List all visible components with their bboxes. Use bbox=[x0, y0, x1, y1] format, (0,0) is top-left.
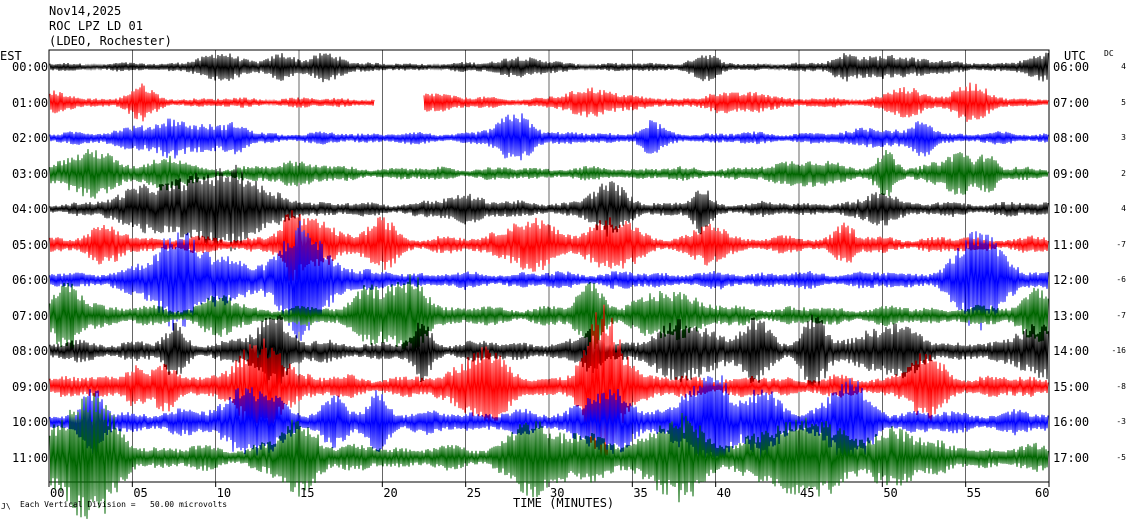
row-label-utc: 08:00 bbox=[1053, 131, 1090, 145]
right-zone-label: UTC bbox=[1064, 49, 1086, 63]
row-dc-value: 4 bbox=[1121, 204, 1126, 213]
row-label-est: 00:00 bbox=[12, 60, 49, 74]
station-label: ROC LPZ LD 01 bbox=[49, 19, 143, 33]
row-label-utc: 15:00 bbox=[1053, 379, 1090, 394]
x-tick-label: 40 bbox=[717, 486, 731, 500]
x-axis-label: TIME (MINUTES) bbox=[513, 496, 615, 510]
trace-04:00 bbox=[49, 164, 1049, 252]
row-label-est: 05:00 bbox=[12, 237, 49, 252]
trace-08:00 bbox=[49, 314, 1049, 389]
row-label-utc: 17:00 bbox=[1053, 450, 1090, 465]
x-tick-label: 15 bbox=[300, 486, 314, 500]
x-tick-label: 25 bbox=[467, 486, 481, 500]
x-tick-label: 55 bbox=[967, 486, 981, 500]
row-dc-value: -7 bbox=[1116, 239, 1126, 249]
row-label-utc: 09:00 bbox=[1053, 166, 1090, 181]
scale-note: Each Vertical Division = 50.00 microvolt… bbox=[20, 500, 228, 509]
row-label-est: 07:00 bbox=[12, 308, 49, 323]
x-tick-label: 05 bbox=[133, 486, 147, 500]
x-tick-label: 10 bbox=[217, 486, 231, 500]
row-label-utc: 14:00 bbox=[1053, 344, 1090, 358]
date-label: Nov14,2025 bbox=[49, 4, 122, 18]
row-label-est: 08:00 bbox=[12, 344, 49, 358]
trace-11:00 bbox=[49, 393, 1049, 519]
x-tick-label: 45 bbox=[800, 486, 814, 500]
trace-09:00 bbox=[49, 304, 1049, 464]
trace-00:00 bbox=[49, 52, 1049, 83]
trace-02:00 bbox=[49, 113, 1049, 161]
x-tick-label: 50 bbox=[883, 486, 897, 500]
row-dc-value: -5 bbox=[1116, 452, 1126, 462]
row-label-est: 06:00 bbox=[12, 273, 49, 287]
row-dc-value: -8 bbox=[1116, 381, 1126, 391]
trace-10:00 bbox=[49, 375, 1049, 467]
trace-06:00 bbox=[49, 220, 1049, 341]
row-dc-value: 5 bbox=[1121, 97, 1126, 107]
left-zone-label: EST bbox=[0, 49, 22, 63]
row-label-utc: 13:00 bbox=[1053, 308, 1090, 323]
row-label-utc: 06:00 bbox=[1053, 60, 1090, 74]
row-label-utc: 12:00 bbox=[1053, 273, 1090, 287]
x-tick-label: 30 bbox=[550, 486, 564, 500]
row-label-utc: 10:00 bbox=[1053, 202, 1090, 216]
row-dc-value: -6 bbox=[1116, 275, 1126, 284]
row-dc-value: 3 bbox=[1121, 133, 1126, 142]
row-label-est: 01:00 bbox=[12, 95, 49, 110]
x-tick-label: 60 bbox=[1035, 486, 1049, 500]
row-label-est: 09:00 bbox=[12, 379, 49, 394]
row-label-est: 10:00 bbox=[12, 415, 49, 429]
trace-07:00 bbox=[49, 274, 1049, 354]
trace-05:00 bbox=[49, 210, 1049, 283]
dc-header: DC bbox=[1104, 49, 1114, 58]
row-dc-value: -16 bbox=[1111, 346, 1126, 355]
row-label-est: 02:00 bbox=[12, 131, 49, 145]
row-dc-value: 2 bbox=[1121, 168, 1126, 178]
row-dc-value: -3 bbox=[1116, 417, 1126, 426]
trace-01:00 bbox=[49, 82, 1049, 122]
network-label: (LDEO, Rochester) bbox=[49, 34, 172, 48]
row-label-utc: 16:00 bbox=[1053, 415, 1090, 429]
row-label-est: 03:00 bbox=[12, 166, 49, 181]
row-label-utc: 11:00 bbox=[1053, 237, 1090, 252]
row-dc-value: 4 bbox=[1121, 62, 1126, 71]
row-label-utc: 07:00 bbox=[1053, 95, 1090, 110]
row-label-est: 04:00 bbox=[12, 202, 49, 216]
x-tick-label: 35 bbox=[633, 486, 647, 500]
row-label-est: 11:00 bbox=[12, 450, 49, 465]
corner-mark: J\ bbox=[1, 502, 11, 511]
x-tick-label: 00 bbox=[50, 486, 64, 500]
row-dc-value: -7 bbox=[1116, 310, 1126, 320]
x-tick-label: 20 bbox=[383, 486, 397, 500]
